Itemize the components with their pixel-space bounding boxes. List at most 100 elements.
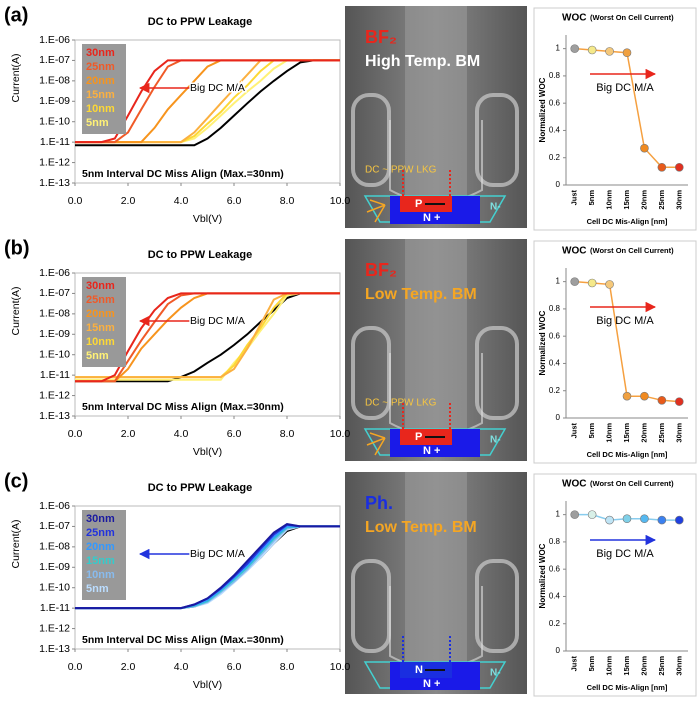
x-tick-label: 0.0 <box>68 195 83 207</box>
y-tick-label: 1 <box>556 277 561 286</box>
curve <box>75 292 340 383</box>
tem-pillar <box>475 326 519 420</box>
y-tick-label: 1.E-06 <box>39 34 70 46</box>
legend-entry: 20nm <box>86 75 115 87</box>
y-tick-label: 1.E-13 <box>39 177 70 189</box>
x-tick-label: 0.0 <box>68 661 83 673</box>
x-tick-label: 5nm <box>587 656 596 672</box>
y-tick-label: 1.E-08 <box>39 541 70 553</box>
x-tick-label: 8.0 <box>280 661 295 673</box>
woc-point <box>605 515 614 525</box>
x-tick-label: 10.0 <box>330 428 351 440</box>
legend-entry: 10nm <box>86 103 115 115</box>
woc-point <box>587 278 597 288</box>
y-tick-label: 1.E-10 <box>39 348 70 360</box>
annotation: Big DC M/A <box>190 315 245 327</box>
x-tick-label: 6.0 <box>227 195 242 207</box>
x-tick-label: 15nm <box>622 423 631 443</box>
woc-point <box>570 277 580 286</box>
y-tick-label: 1.E-08 <box>39 308 70 320</box>
y-tick-label: 1.E-11 <box>40 369 70 381</box>
annotation: Big DC M/A <box>596 315 654 327</box>
legend-entry: 5nm <box>86 350 109 362</box>
dopant-label: Ph. <box>365 493 393 513</box>
well-label: N <box>415 664 423 676</box>
woc-point <box>622 48 632 58</box>
x-tick-label: 0.0 <box>68 428 83 440</box>
well-label: P <box>415 198 422 210</box>
woc-point <box>657 395 667 405</box>
dopant-label: BF₂ <box>365 260 397 280</box>
panel-label: (a) <box>4 4 28 26</box>
woc-point <box>640 143 649 153</box>
woc-point <box>570 510 580 519</box>
annotation: 5nm Interval DC Miss Align (Max.=30nm) <box>82 634 284 646</box>
y-tick-label: 0.8 <box>549 537 561 546</box>
legend-entry: 25nm <box>86 527 115 539</box>
curve <box>75 59 340 147</box>
x-tick-label: 30nm <box>674 190 683 210</box>
panel-label: (b) <box>4 237 30 259</box>
x-tick-label: 6.0 <box>227 661 242 673</box>
chart-subtitle: (Worst On Cell Current) <box>590 479 674 488</box>
legend-box <box>82 44 126 134</box>
chart-title: WOC <box>562 479 586 490</box>
tem-pillar <box>475 93 519 187</box>
legend-entry: 5nm <box>86 117 109 129</box>
leak-label: DC ~ PPW LKG <box>365 398 437 409</box>
x-tick-label: 20nm <box>639 656 648 676</box>
tem-column <box>405 239 467 429</box>
x-tick-label: 25nm <box>657 190 666 210</box>
n-minus-label: N- <box>490 668 501 679</box>
x-axis-label: Cell DC Mis-Align [nm] <box>587 450 668 459</box>
x-axis-label: Cell DC Mis-Align [nm] <box>587 217 668 226</box>
well-label: P <box>415 431 422 443</box>
tem-column <box>405 6 467 196</box>
y-axis-label: Current(A) <box>10 286 22 335</box>
legend-box <box>82 510 126 600</box>
y-tick-label: 1.E-08 <box>39 75 70 87</box>
y-tick-label: 1.E-07 <box>39 287 70 299</box>
legend-entry: 20nm <box>86 541 115 553</box>
y-tick-label: 0.6 <box>549 98 561 107</box>
x-axis-label: Vbl(V) <box>193 679 222 691</box>
y-axis-label: Current(A) <box>10 519 22 568</box>
x-tick-label: 10nm <box>605 656 614 676</box>
x-tick-label: 30nm <box>674 656 683 676</box>
chart-subtitle: (Worst On Cell Current) <box>590 246 674 255</box>
x-tick-label: Just <box>570 189 579 205</box>
x-tick-label: 15nm <box>622 190 631 210</box>
x-tick-label: 8.0 <box>280 428 295 440</box>
woc-point <box>674 397 684 406</box>
legend-entry: 15nm <box>86 322 115 334</box>
y-tick-label: 1.E-06 <box>39 500 70 512</box>
y-tick-label: 0 <box>556 180 561 189</box>
x-tick-label: 25nm <box>657 656 666 676</box>
y-axis-label: Normalized WOC <box>538 77 547 142</box>
chart-title: WOC <box>562 246 586 257</box>
woc-point <box>657 515 667 525</box>
legend-entry: 10nm <box>86 336 115 348</box>
woc-point <box>570 44 580 53</box>
woc-point <box>640 391 649 401</box>
plot-frame <box>74 39 341 184</box>
annotation: 5nm Interval DC Miss Align (Max.=30nm) <box>82 168 284 180</box>
y-tick-label: 0.2 <box>549 386 561 395</box>
y-axis-label: Normalized WOC <box>538 543 547 608</box>
legend-entry: 20nm <box>86 308 115 320</box>
chart-title: DC to PPW Leakage <box>148 249 253 261</box>
x-tick-label: 2.0 <box>121 661 136 673</box>
y-tick-label: 1 <box>556 44 561 53</box>
y-tick-label: 1.E-13 <box>39 643 70 655</box>
x-tick-label: 10nm <box>605 423 614 443</box>
x-tick-label: Just <box>570 422 579 438</box>
panel-box <box>533 473 697 697</box>
annotation: 5nm Interval DC Miss Align (Max.=30nm) <box>82 401 284 413</box>
legend-entry: 25nm <box>86 61 115 73</box>
leak-arrows <box>366 199 386 223</box>
annotation: Big DC M/A <box>596 548 654 560</box>
x-tick-label: 10nm <box>605 190 614 210</box>
y-tick-label: 1.E-12 <box>39 389 70 401</box>
annotation: Big DC M/A <box>190 82 245 94</box>
